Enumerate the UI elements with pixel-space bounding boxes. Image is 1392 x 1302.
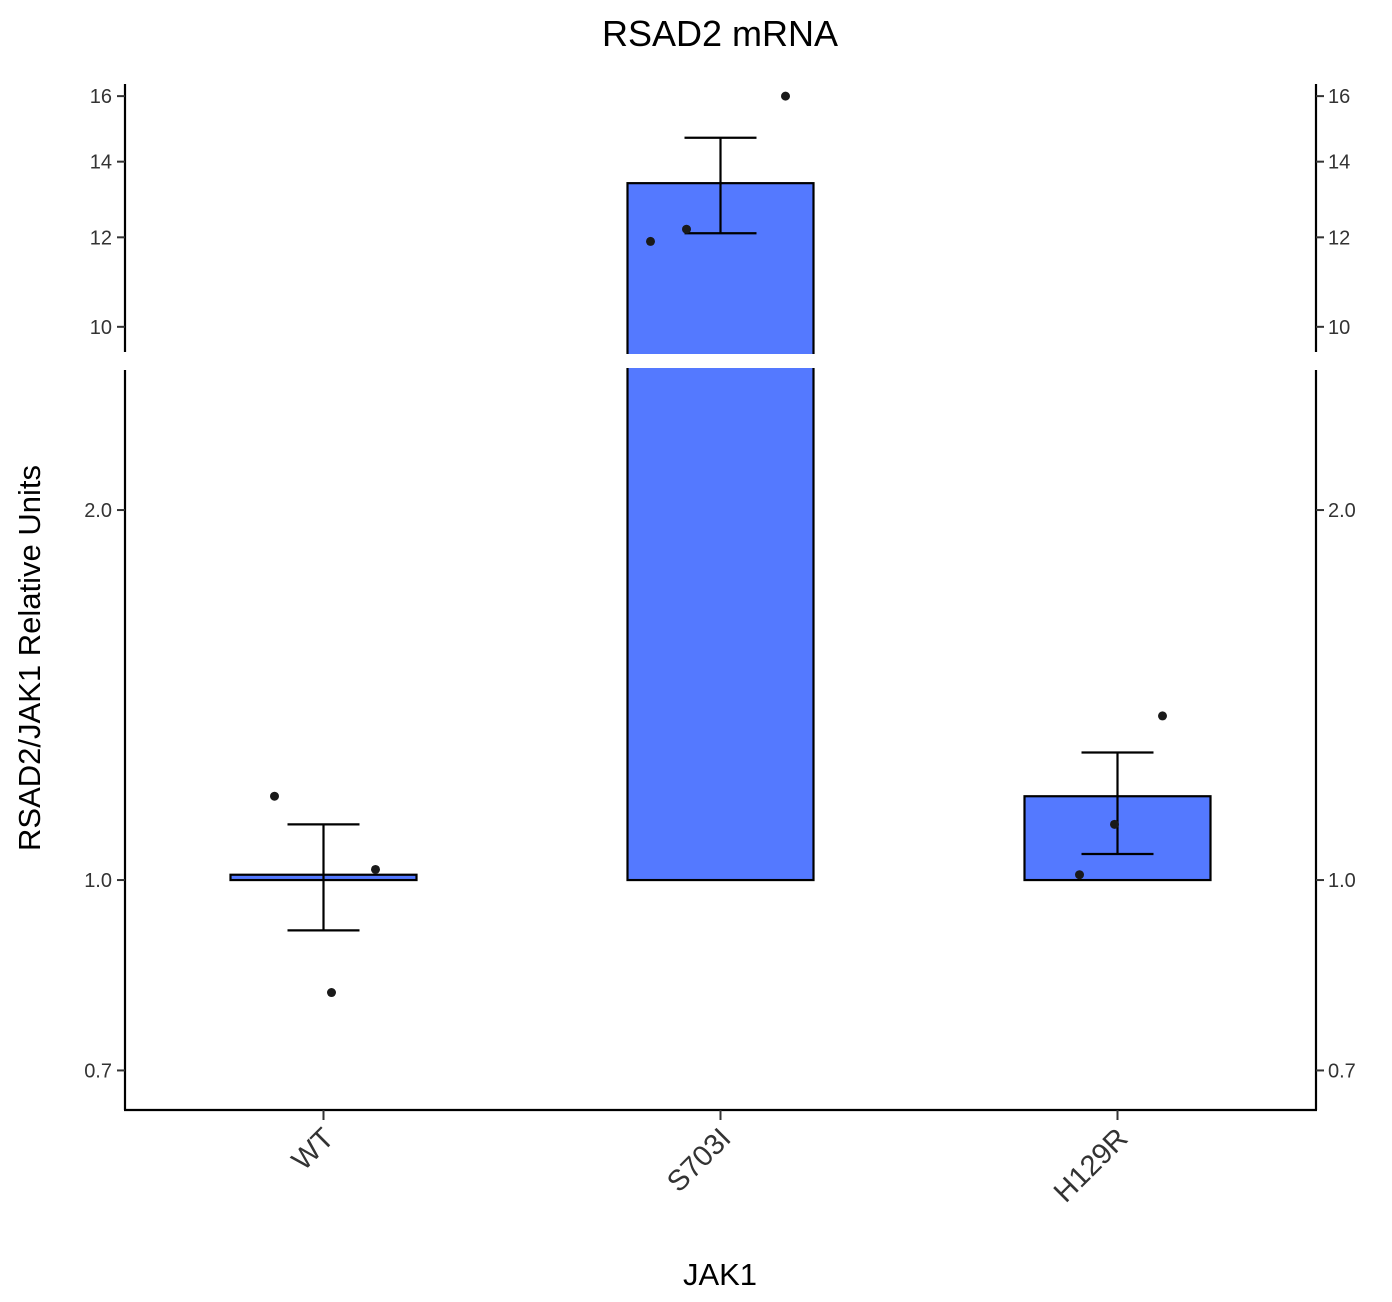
x-tick-label-s703i: S703I: [661, 1122, 737, 1198]
bar-s703i: [626, 182, 815, 882]
y-tick-label-left: 1.0: [84, 870, 112, 892]
data-point-wt-3: [327, 988, 336, 998]
y-tick-label-right: 16: [1328, 86, 1350, 108]
data-point-wt-1: [270, 791, 279, 801]
y-tick-label-right: 1.0: [1328, 870, 1356, 892]
y-tick-label-left: 2.0: [84, 500, 112, 522]
y-tick-label-left: 12: [90, 227, 112, 249]
y-tick-label-left: 16: [90, 86, 112, 108]
x-tick-label-wt: WT: [286, 1122, 341, 1177]
y-tick-label-left: 10: [90, 317, 112, 339]
data-point-wt-2: [371, 864, 380, 874]
x-tick-label-h129r: H129R: [1048, 1122, 1134, 1208]
y-axis-title: RSAD2/JAK1 Relative Units: [12, 465, 47, 851]
y-tick-label-right: 12: [1328, 227, 1350, 249]
chart-title: RSAD2 mRNA: [602, 13, 838, 54]
y-tick-label-left: 0.7: [84, 1060, 112, 1082]
y-tick-label-right: 10: [1328, 317, 1350, 339]
axis-break-gap: [127, 354, 1314, 368]
y-tick-label-right: 2.0: [1328, 500, 1356, 522]
y-tick-label-right: 0.7: [1328, 1060, 1356, 1082]
y-tick-label-left: 14: [90, 152, 112, 174]
data-point-s703i-3: [781, 91, 790, 101]
x-axis-title: JAK1: [683, 1257, 757, 1292]
plot-area: 0.7 0.7 1.0 1.0 2.0 2.0 10 10 12 12 14 14 16 16 WT S703…: [84, 84, 1356, 1209]
data-point-s703i-2: [682, 224, 691, 234]
data-point-s703i-1: [646, 236, 655, 246]
data-point-h129r-2: [1075, 870, 1084, 880]
data-point-h129r-3: [1158, 711, 1167, 721]
data-point-h129r-1: [1110, 819, 1119, 829]
y-tick-label-right: 14: [1328, 152, 1350, 174]
